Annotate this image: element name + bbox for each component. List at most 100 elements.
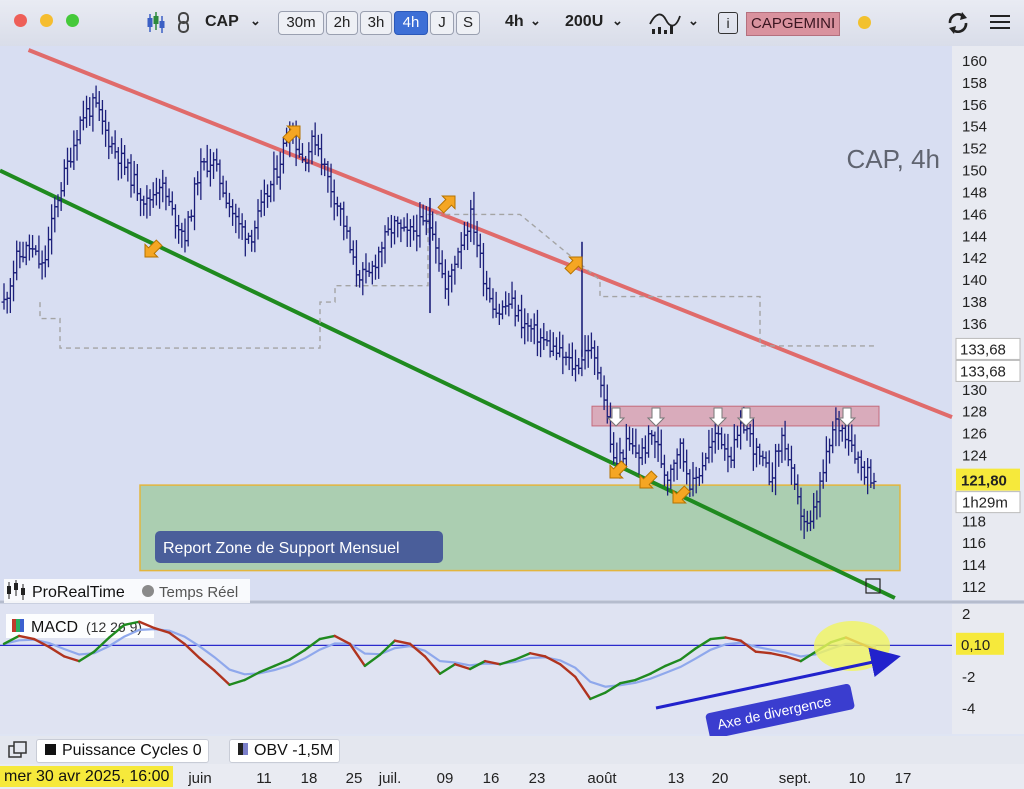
date-tick-label: 16 [483,770,500,787]
link-icon[interactable] [177,12,191,34]
macd-line-segment [108,623,126,639]
maximize-window-button[interactable] [66,14,79,27]
minimize-window-button[interactable] [40,14,53,27]
chevron-down-icon[interactable]: ⌄ [530,13,541,28]
chevron-down-icon[interactable]: ⌄ [250,13,261,28]
macd-line-segment [619,678,637,685]
macd-line-segment [363,653,382,668]
indicator-value: 0 [192,742,202,759]
info-icon[interactable]: i [718,12,738,34]
channel-upper-line[interactable] [27,48,953,420]
symbol-selector[interactable]: CAP [205,13,239,30]
window-toggle-icon[interactable] [8,741,28,759]
macd-line-segment [378,639,397,657]
candlestick-icon[interactable] [146,12,166,34]
date-tick-label: 10 [849,770,866,787]
svg-text:133,68: 133,68 [960,341,1006,358]
date-tick-label: 23 [529,770,546,787]
resistance-zone[interactable] [591,405,880,427]
macd-line-segment [228,678,246,686]
macd-line-segment [438,663,457,675]
macd-line-segment [544,655,562,666]
price-tick-label: 142 [962,250,987,267]
price-marker: 133,68 [955,359,1021,382]
macd-line-segment [739,639,757,653]
price-tick-label: 160 [962,53,987,70]
macd-line-segment [649,664,667,675]
lower-touch-arrow [672,485,691,504]
chart-area[interactable]: 1121141161181201221241261281301321341361… [0,46,1024,736]
macd-line-segment [62,655,81,663]
timeframe-button-j[interactable]: J [430,11,454,35]
macd-line-segment [153,626,171,634]
macd-label: MACD [31,619,78,636]
price-tick-label: 154 [962,119,987,136]
timeframe-button-2h[interactable]: 2h [326,11,358,35]
lower-touch-arrow [609,460,628,479]
svg-text:1h29m: 1h29m [962,495,1008,512]
date-tick-label: 11 [256,770,272,787]
menu-icon[interactable] [990,14,1010,30]
date-axis[interactable]: juin 11 18 25 juil. 09 16 23 août 13 20 sept. 10 17 m… [0,764,1024,789]
channel-lower-line[interactable] [0,168,896,600]
macd-line-segment [138,620,156,630]
macd-line-segment [213,669,231,686]
macd-line-segment [273,658,291,668]
realtime-mode: Temps Réel [159,584,238,601]
ohlc-bar [871,472,877,490]
support-zone-label: Report Zone de Support Mensuel [163,540,400,557]
chevron-down-icon[interactable]: ⌄ [612,13,623,28]
timeframe-button-4h[interactable]: 4h [394,11,428,35]
macd-line-segment [288,648,306,661]
upper-touch-arrow [282,125,301,144]
macd-line-segment [529,652,547,658]
indicator-chip-cycles[interactable]: Puissance Cycles 0 [36,739,209,763]
price-tick-label: 112 [962,579,986,596]
price-tick-label: 158 [962,75,987,92]
chevron-down-icon[interactable]: ⌄ [688,13,699,28]
macd-line-segment [784,655,803,663]
macd-line-segment [408,642,427,658]
macd-line-segment [93,636,111,653]
macd-line-segment [303,637,321,652]
price-tick-label: 128 [962,404,987,421]
timeframe-button-30m[interactable]: 30m [278,11,324,35]
timeframe-button-s[interactable]: S [456,11,480,35]
price-tick-label: 144 [962,228,987,245]
indicator-label: OBV [254,742,288,759]
lower-touch-arrow [639,470,658,489]
price-tick-label: 138 [962,294,987,311]
date-tick-label: 18 [301,770,318,787]
lower-touch-arrow [144,239,163,258]
last-price-label: 121,80 [956,468,1020,491]
timeframe-button-3h[interactable]: 3h [360,11,392,35]
indicator-icon[interactable] [648,10,682,36]
macd-line-segment [453,663,472,671]
macd-line-segment [168,631,186,645]
trailing-level-line [39,213,875,349]
indicator-chip-obv[interactable]: OBV -1,5M [229,739,341,763]
indicator-bar: Puissance Cycles 0 OBV -1,5M [0,736,1024,764]
indicator-label: Puissance Cycles [62,742,189,759]
macd-line-segment [574,675,592,701]
macd-line-segment [724,636,742,642]
end-marker-icon[interactable] [865,578,881,594]
price-tick-label: 114 [962,557,986,574]
macd-line-segment [77,650,96,663]
date-tick-label: 17 [895,770,912,787]
date-tick-label: sept. [779,770,812,787]
units-selector[interactable]: 200U [565,13,604,30]
instrument-name[interactable]: CAPGEMINI [746,12,841,36]
divergence-axis-line [655,647,901,710]
close-window-button[interactable] [14,14,27,27]
resistance-touch-arrow [708,407,728,427]
price-tick-label: 148 [962,184,987,201]
sync-icon[interactable] [946,11,970,35]
macd-line-segment [183,642,201,660]
price-tick-label: 116 [962,535,986,552]
macd-line-segment [198,656,216,672]
upper-touch-arrow [437,195,456,214]
macd-line-segment [423,655,442,675]
macd-line-segment [694,637,712,650]
interval-selector[interactable]: 4h [505,13,524,30]
